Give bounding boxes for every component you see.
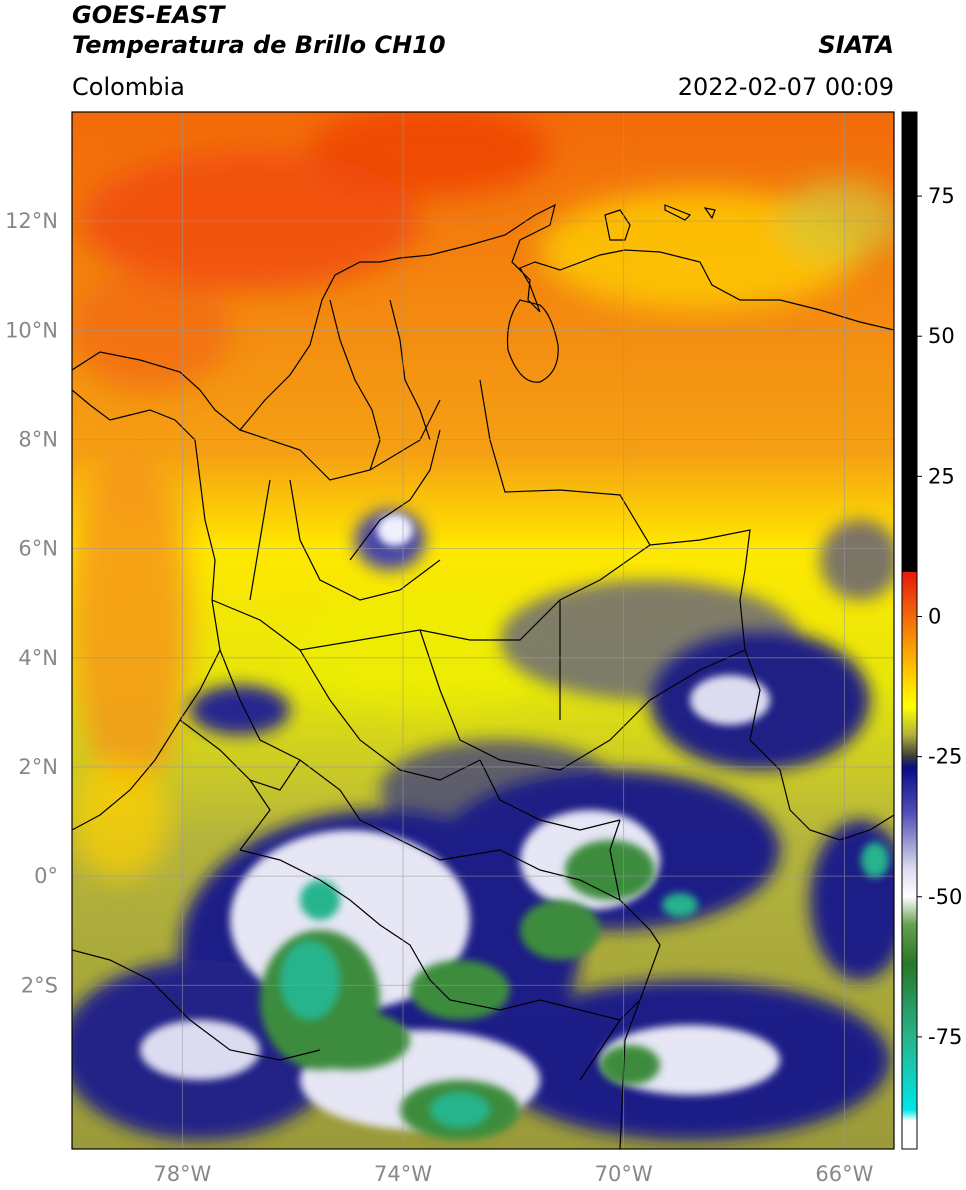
organization-label: SIATA (818, 31, 894, 59)
dept-11 (329, 299, 381, 471)
product-title: Temperatura de Brillo CH10 (72, 31, 446, 59)
panama-coast (72, 389, 201, 481)
lat-tick-label: 0° (34, 864, 58, 888)
gridlines (72, 112, 894, 1149)
satellite-imagery (72, 112, 894, 1149)
lat-tick-label: 8°N (18, 427, 58, 451)
dept-6 (419, 629, 746, 771)
datetime-label: 2022-02-07 00:09 (677, 73, 894, 101)
colorbar-tick-label: -50 (928, 885, 962, 909)
aruba-curacao (604, 204, 716, 241)
lat-tick-label: 12°N (5, 209, 58, 233)
colorbar-tick-label: 0 (928, 604, 941, 628)
lon-tick-label: 78°W (153, 1162, 211, 1186)
region-label: Colombia (72, 73, 185, 101)
dept-13 (249, 479, 271, 601)
lon-tick-label: 70°W (595, 1162, 653, 1186)
satellite-title: GOES-EAST (72, 1, 225, 29)
colombia-peru-border (239, 849, 621, 1021)
colorbar: 75 50 25 0 -25 -50 -75 (901, 111, 962, 1150)
lon-tick-label: 74°W (374, 1162, 432, 1186)
lon-tick-label: 66°W (815, 1162, 873, 1186)
lat-tick-label: 2°N (18, 755, 58, 779)
pacific-coast (72, 479, 221, 831)
colorbar-tick-label: 75 (928, 184, 955, 208)
ecuador-border (72, 949, 321, 1061)
colorbar-tick-label: 50 (928, 324, 955, 348)
dept-12 (389, 299, 431, 441)
lat-tick-label: 6°N (18, 537, 58, 561)
dept-4 (219, 649, 361, 821)
boundaries (72, 203, 894, 1149)
colorbar-gradient (901, 111, 918, 1150)
colombia-brazil-border (609, 819, 661, 1149)
lake-maracaibo (506, 299, 559, 383)
dept-9 (359, 819, 621, 901)
colorbar-tick-label: 25 (928, 464, 955, 488)
dept-5 (299, 649, 481, 781)
caribbean-coast (72, 203, 894, 431)
longitude-ticks: 78°W 74°W 70°W 66°W (153, 1162, 873, 1186)
latitude-ticks: 12°N 10°N 8°N 6°N 4°N 2°N 0° 2°S (5, 209, 58, 997)
dept-2 (289, 479, 441, 601)
dept-3 (211, 544, 651, 651)
peru-brazil-border (579, 999, 641, 1081)
dept-1 (239, 399, 441, 481)
colorbar-tick-label: -75 (928, 1025, 962, 1049)
map-frame (71, 111, 895, 1150)
dept-10 (349, 429, 441, 561)
colorbar-tick-label: -25 (928, 745, 962, 769)
dept-15 (249, 759, 301, 791)
lat-tick-label: 2°S (21, 973, 58, 997)
lat-tick-label: 4°N (18, 646, 58, 670)
colorbar-ticks: 75 50 25 0 -25 -50 -75 (917, 184, 962, 1049)
dept-7 (479, 759, 621, 831)
colombia-venezuela-border (479, 379, 894, 841)
lat-tick-label: 10°N (5, 318, 58, 342)
